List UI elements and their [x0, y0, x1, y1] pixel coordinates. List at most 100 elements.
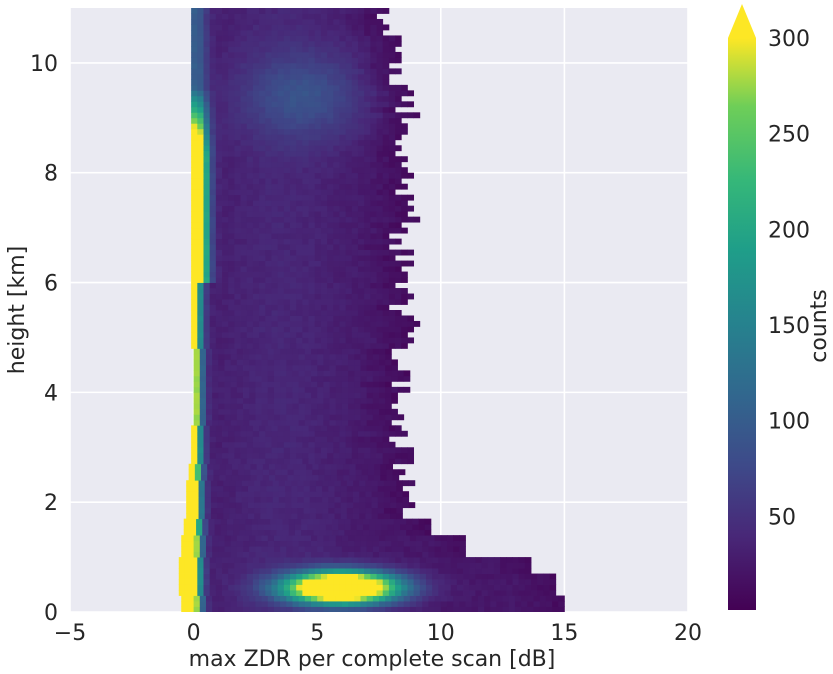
heatmap-cell — [323, 370, 330, 377]
heatmap-cell — [320, 255, 328, 261]
heatmap-cell — [240, 29, 248, 36]
heatmap-cell — [370, 95, 377, 102]
heatmap-cell — [259, 222, 266, 229]
heatmap-cell — [191, 447, 198, 454]
heatmap-cell — [465, 606, 473, 612]
heatmap-cell — [186, 480, 193, 487]
heatmap-cell — [189, 518, 197, 525]
heatmap-cell — [283, 112, 291, 119]
heatmap-cell — [271, 106, 279, 113]
heatmap-cell — [308, 260, 316, 267]
heatmap-cell — [215, 452, 223, 459]
heatmap-cell — [222, 79, 229, 86]
heatmap-cell — [296, 161, 303, 168]
heatmap-cell — [271, 573, 279, 580]
heatmap-cell — [228, 227, 235, 234]
heatmap-cell — [357, 128, 365, 135]
heatmap-cell — [283, 557, 291, 563]
heatmap-cell — [215, 277, 223, 283]
heatmap-cell — [230, 535, 238, 542]
heatmap-cell — [549, 584, 557, 591]
heatmap-cell — [327, 24, 334, 31]
heatmap-cell — [382, 172, 390, 179]
heatmap-cell — [209, 249, 217, 256]
heatmap-cell — [403, 601, 411, 607]
heatmap-cell — [314, 304, 322, 311]
heatmap-cell — [222, 310, 229, 316]
heatmap-cell — [348, 364, 355, 371]
heatmap-cell — [277, 299, 285, 305]
heatmap-cell — [252, 29, 260, 36]
heatmap-cell — [450, 584, 458, 591]
heatmap-cell — [314, 46, 322, 53]
heatmap-cell — [191, 441, 198, 448]
heatmap-cell — [355, 469, 363, 476]
heatmap-cell — [234, 57, 241, 64]
heatmap-cell — [282, 524, 290, 531]
heatmap-cell — [222, 342, 229, 349]
heatmap-cell — [246, 40, 254, 47]
heatmap-cell — [249, 375, 256, 382]
heatmap-cell — [481, 584, 489, 591]
heatmap-cell — [215, 101, 223, 108]
heatmap-cell — [364, 90, 371, 97]
heatmap-cell — [203, 194, 211, 201]
heatmap-cell — [382, 244, 390, 250]
heatmap-cell — [205, 540, 213, 547]
heatmap-cell — [272, 513, 280, 520]
heatmap-cell — [259, 205, 266, 212]
heatmap-cell — [382, 51, 390, 58]
heatmap-cell — [191, 590, 198, 596]
heatmap-cell — [178, 557, 186, 563]
heatmap-cell — [240, 260, 248, 267]
heatmap-cell — [298, 403, 306, 410]
heatmap-cell — [193, 414, 201, 421]
heatmap-cell — [364, 584, 371, 591]
heatmap-cell — [222, 95, 229, 102]
heatmap-cell — [395, 584, 402, 591]
heatmap-cell — [191, 134, 198, 141]
heatmap-cell — [260, 507, 267, 514]
heatmap-cell — [304, 540, 312, 547]
heatmap-cell — [327, 244, 334, 250]
heatmap-cell — [243, 381, 250, 388]
heatmap-cell — [209, 205, 217, 212]
heatmap-cell — [252, 178, 260, 185]
heatmap-cell — [243, 364, 250, 371]
heatmap-cell — [215, 557, 223, 563]
heatmap-cell — [240, 315, 248, 322]
heatmap-cell — [290, 249, 297, 256]
heatmap-cell — [183, 529, 191, 536]
heatmap-cell — [475, 568, 482, 574]
heatmap-cell — [209, 134, 217, 141]
heatmap-cell — [500, 590, 507, 596]
heatmap-cell — [259, 29, 266, 36]
heatmap-cell — [192, 513, 199, 520]
heatmap-cell — [267, 551, 275, 558]
heatmap-cell — [382, 150, 390, 157]
heatmap-cell — [314, 222, 322, 229]
heatmap-cell — [314, 40, 322, 47]
heatmap-cell — [271, 282, 279, 289]
heatmap-cell — [209, 299, 217, 305]
heatmap-cell — [215, 244, 223, 250]
heatmap-cell — [376, 227, 384, 234]
heatmap-cell — [401, 315, 408, 322]
heatmap-cell — [409, 540, 417, 547]
heatmap-cell — [209, 255, 217, 261]
heatmap-cell — [265, 282, 272, 289]
heatmap-cell — [199, 353, 207, 360]
heatmap-cell — [376, 18, 384, 25]
heatmap-cell — [335, 546, 343, 552]
heatmap-cell — [203, 573, 211, 580]
heatmap-cell — [186, 507, 193, 514]
heatmap-cell — [351, 200, 359, 207]
heatmap-cell — [205, 595, 213, 602]
heatmap-cell — [395, 51, 402, 58]
heatmap-cell — [225, 469, 233, 476]
heatmap-cell — [376, 557, 384, 563]
heatmap-cell — [388, 205, 396, 212]
heatmap-cell — [209, 436, 217, 443]
heatmap-cell — [364, 342, 371, 349]
heatmap-cell — [261, 375, 269, 382]
